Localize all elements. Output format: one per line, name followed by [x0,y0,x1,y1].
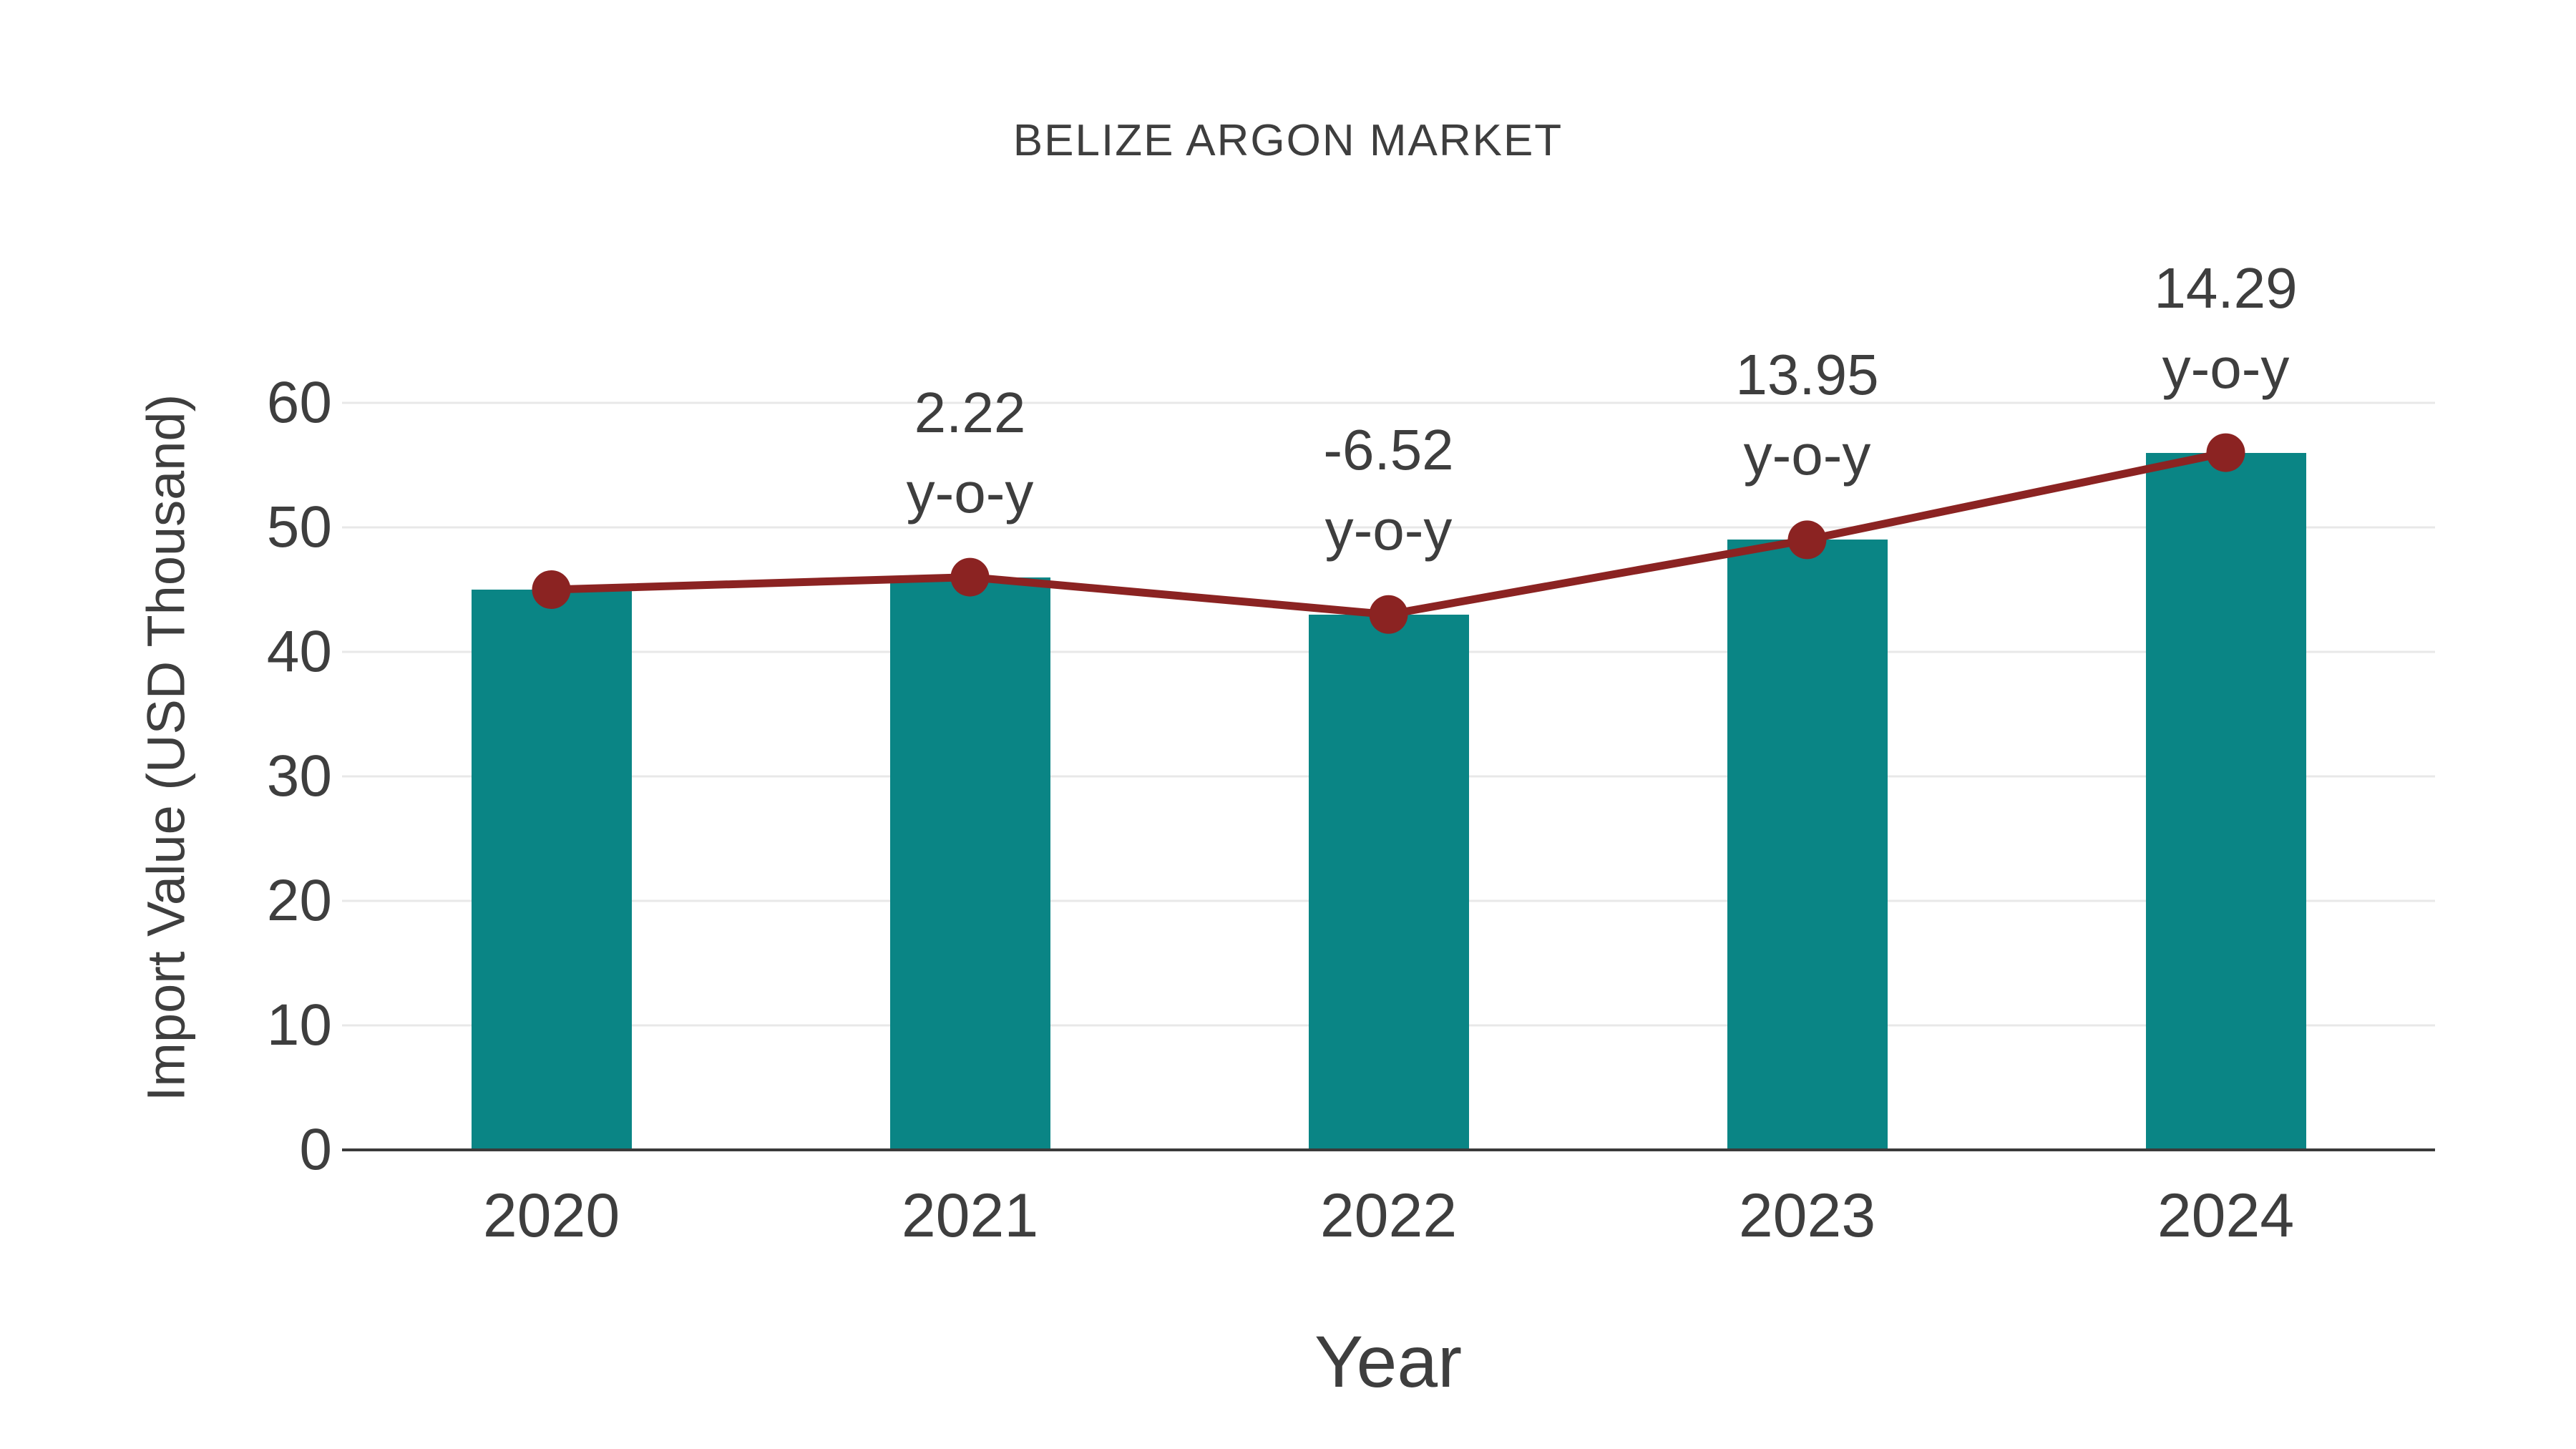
yoy-annotation-2023: 13.95 y-o-y [1735,335,1878,495]
y-tick-label-20: 20 [266,868,332,933]
bar-2021 [889,577,1050,1150]
gridline-50 [342,526,2435,529]
x-axis-title: Year [1314,1321,1463,1402]
plot-area: 0 10 20 30 40 50 60 2.22 y-o-y -6.52 y-o-y 13.95 y-… [267,256,2435,1250]
y-tick-label-40: 40 [266,619,332,684]
data-point-marker-2020 [532,570,571,609]
trend-line-layer [532,433,2245,634]
yoy-annotation-2024: 14.29 y-o-y [2154,248,2297,409]
chart-title: BELIZE ARGON MARKET [1013,116,1563,165]
data-point-marker-2023 [1787,520,1827,560]
y-tick-label-30: 30 [266,743,332,809]
y-tick-label-10: 10 [266,992,332,1058]
x-tick-label-2024: 2024 [2157,1181,2295,1250]
yoy-annotation-2022: -6.52 y-o-y [1323,410,1453,570]
yoy-annotation-suffix: y-o-y [2162,336,2290,400]
x-tick-label-2023: 2023 [1738,1181,1876,1250]
yoy-annotation-suffix: y-o-y [1743,423,1871,487]
yoy-annotation-value: 14.29 [2154,255,2298,320]
yoy-annotation-2021: 2.22 y-o-y [907,373,1034,533]
bar-2022 [1308,614,1469,1150]
y-tick-label-50: 50 [266,494,332,560]
bar-2024 [2145,452,2306,1150]
x-tick-label-2020: 2020 [482,1181,620,1250]
yoy-annotation-suffix: y-o-y [906,460,1034,525]
x-tick-label-2021: 2021 [901,1181,1039,1250]
y-tick-label-60: 60 [266,370,332,435]
x-axis-line [342,1148,2435,1151]
y-axis-title: Import Value (USD Thousand) [136,394,196,1102]
data-point-marker-2024 [2206,433,2245,472]
yoy-annotation-suffix: y-o-y [1324,497,1453,562]
yoy-annotation-value: -6.52 [1323,417,1454,482]
y-tick-label-0: 0 [299,1117,332,1182]
data-point-marker-2021 [950,557,990,597]
bar-2023 [1727,540,1888,1150]
yoy-annotation-value: 2.22 [914,380,1026,444]
x-tick-label-2022: 2022 [1319,1181,1458,1250]
data-point-marker-2022 [1369,595,1408,634]
yoy-annotation-value: 13.95 [1735,343,1879,407]
bar-2020 [471,590,632,1150]
gridline-60 [342,401,2435,404]
